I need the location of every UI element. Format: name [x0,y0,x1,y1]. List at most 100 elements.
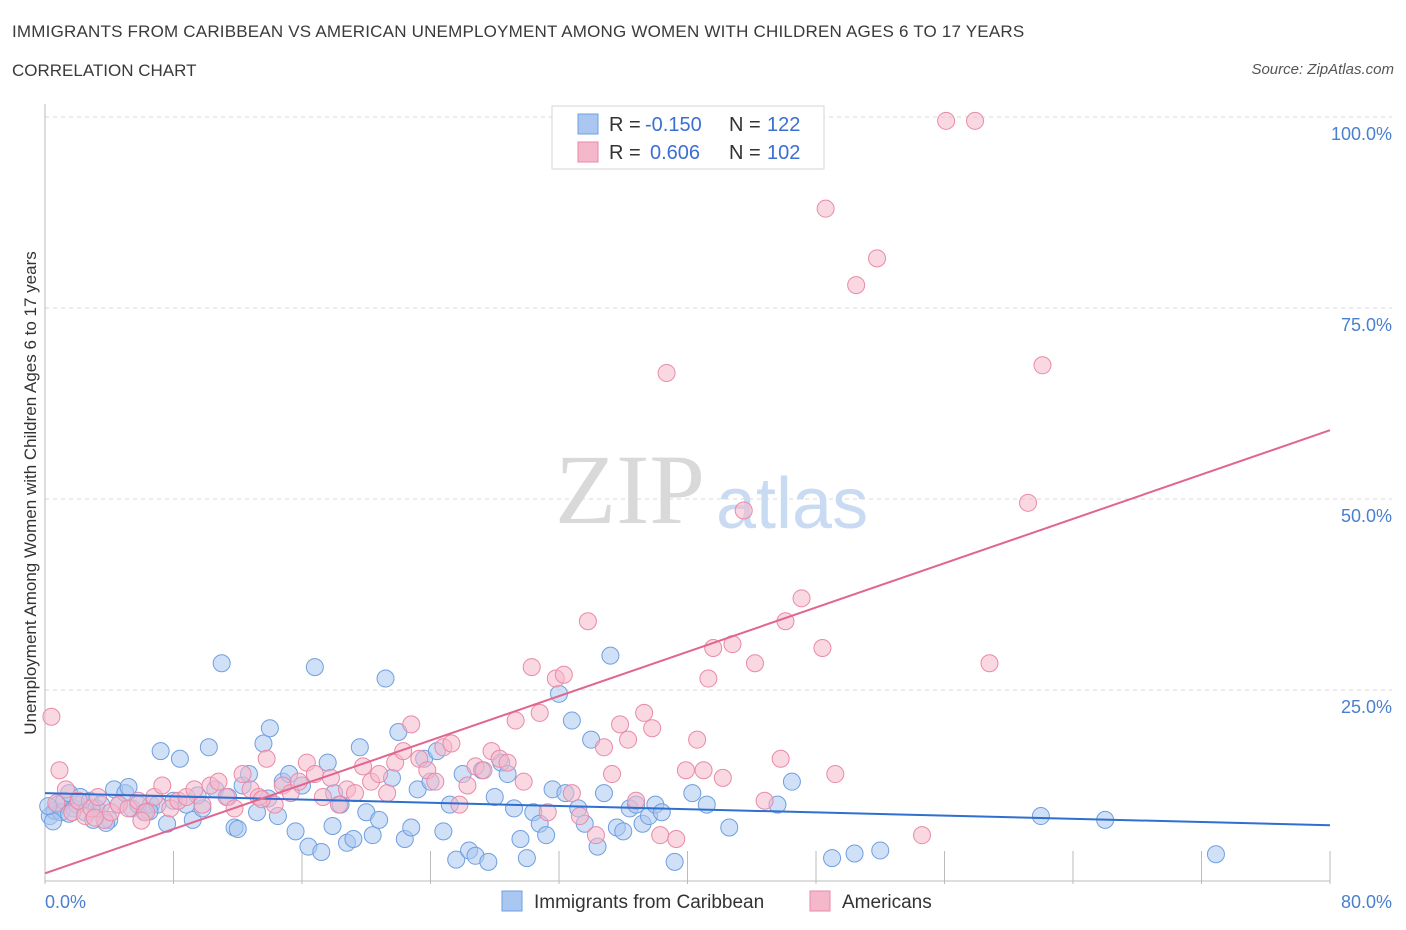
data-point-caribbean [370,810,389,829]
data-point-americans [611,715,630,734]
data-point-americans [643,719,662,738]
data-point-americans [153,776,172,795]
data-point-caribbean [601,646,620,665]
trend-lines [44,429,1331,875]
legend-r-value: -0.150 [645,114,702,136]
data-point-caribbean [254,734,273,753]
data-point-caribbean [511,829,530,848]
data-point-caribbean [485,787,504,806]
data-point-caribbean [683,784,702,803]
data-point-americans [370,765,389,784]
data-point-americans [85,808,104,827]
correlation-legend: R = -0.150 N = 122 R = 0.606 N = 102 [551,105,825,170]
data-point-caribbean [517,849,536,868]
legend-swatch-americans [577,141,599,163]
data-point-caribbean [447,850,466,869]
data-point-caribbean [665,852,684,871]
legend-n-value: 102 [767,142,800,164]
data-point-caribbean [1206,845,1225,864]
y-tick-label: 100.0% [1331,124,1392,144]
data-point-americans [771,749,790,768]
data-point-caribbean [402,818,421,837]
chart-title: IMMIGRANTS FROM CARIBBEAN VS AMERICAN UN… [12,22,1025,41]
data-point-caribbean [434,822,453,841]
data-point-caribbean [614,822,633,841]
data-point-americans [50,761,69,780]
data-point-americans [826,765,845,784]
data-point-americans [667,829,686,848]
data-point-americans [980,654,999,673]
legend-r-label: R = [609,114,641,136]
legend-r-value: 0.606 [650,142,700,164]
x-tick-label: 0.0% [45,892,86,912]
data-point-americans [132,811,151,830]
data-point-americans [570,807,589,826]
data-point-americans [792,589,811,608]
data-point-americans [89,787,108,806]
data-point-caribbean [286,822,305,841]
data-point-americans [506,711,525,730]
data-point-americans [538,803,557,822]
data-point-americans [635,703,654,722]
data-point-americans [530,703,549,722]
data-point-americans [847,276,866,295]
data-point-caribbean [871,841,890,860]
data-point-americans [734,501,753,520]
data-point-caribbean [212,654,231,673]
data-point-caribbean [363,826,382,845]
data-point-americans [694,761,713,780]
data-point-americans [47,794,66,813]
data-point-americans [185,780,204,799]
data-point-americans [329,795,348,814]
data-point-americans [289,772,308,791]
data-point-caribbean [305,658,324,677]
data-point-americans [1033,356,1052,375]
data-point-caribbean [1031,807,1050,826]
data-point-americans [474,761,493,780]
data-point-caribbean [594,784,613,803]
data-point-americans [209,772,228,791]
data-point-americans [562,784,581,803]
data-point-americans [619,730,638,749]
data-point-americans [657,363,676,382]
data-point-americans [603,765,622,784]
data-point-caribbean [505,799,524,818]
data-point-americans [594,738,613,757]
legend-n-label: N = [729,114,761,136]
series-americans-points [42,111,1052,848]
watermark-zip: ZIP [555,434,705,545]
data-point-americans [257,749,276,768]
data-point-caribbean [323,816,342,835]
data-point-caribbean [344,829,363,848]
data-point-americans [554,665,573,684]
data-point-caribbean [260,719,279,738]
legend-n-label: N = [729,142,761,164]
data-point-americans [813,638,832,657]
data-point-americans [1019,493,1038,512]
data-point-caribbean [376,669,395,688]
data-point-americans [868,249,887,268]
chart-subtitle: CORRELATION CHART [12,61,197,80]
data-point-americans [193,795,212,814]
data-point-caribbean [228,820,247,839]
data-point-americans [233,765,252,784]
legend-swatch-americans [809,890,831,912]
data-point-americans [688,730,707,749]
data-point-americans [713,768,732,787]
data-point-americans [498,753,517,772]
legend-n-value: 122 [767,114,800,136]
series-legend: Immigrants from Caribbean Americans [501,890,932,913]
data-point-americans [426,772,445,791]
y-tick-label: 25.0% [1341,697,1392,717]
legend-label-caribbean: Immigrants from Caribbean [534,892,764,913]
data-point-caribbean [562,711,581,730]
data-point-americans [745,654,764,673]
data-point-americans [442,734,461,753]
data-point-caribbean [479,852,498,871]
data-point-caribbean [151,742,170,761]
source-attribution: Source: ZipAtlas.com [1251,61,1394,78]
data-point-americans [578,612,597,631]
data-point-caribbean [170,749,189,768]
data-point-americans [586,826,605,845]
